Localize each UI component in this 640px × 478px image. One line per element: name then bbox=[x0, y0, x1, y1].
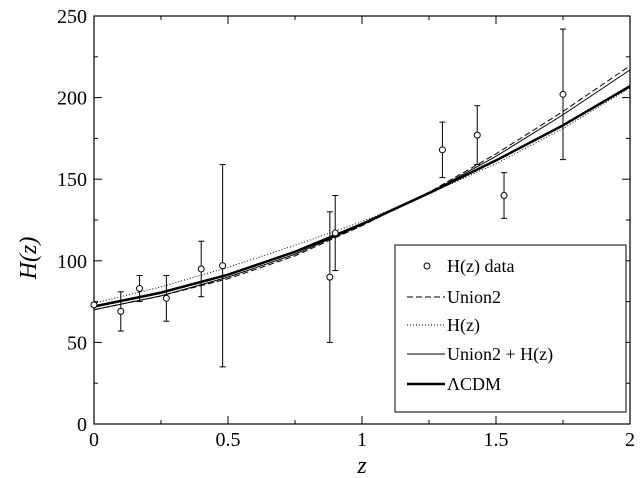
data-point bbox=[117, 307, 125, 315]
data-point bbox=[219, 262, 227, 270]
x-tick-label: 0 bbox=[89, 429, 99, 451]
x-tick-label: 1 bbox=[357, 429, 367, 451]
y-tick-label: 200 bbox=[57, 88, 87, 110]
x-axis: 0 0.5 1 1.5 2 bbox=[89, 16, 635, 451]
x-axis-title: z bbox=[356, 453, 367, 478]
y-tick-label: 0 bbox=[77, 414, 87, 436]
legend-label-union2: Union2 bbox=[447, 287, 501, 307]
data-point bbox=[136, 285, 144, 293]
data-point bbox=[500, 192, 508, 200]
curves bbox=[93, 65, 631, 311]
data-point bbox=[473, 131, 481, 139]
data-point bbox=[559, 90, 567, 98]
y-tick-label: 250 bbox=[57, 6, 87, 28]
y-axis-title: H(z) bbox=[16, 237, 42, 281]
data-points bbox=[90, 28, 567, 368]
y-axis: 0 50 100 150 200 250 bbox=[57, 6, 630, 436]
legend-label-data: H(z) data bbox=[447, 256, 514, 277]
y-tick-label: 50 bbox=[67, 332, 87, 354]
legend-marker-data bbox=[423, 262, 431, 270]
curve-lcdm bbox=[93, 85, 631, 308]
y-tick-label: 100 bbox=[57, 251, 87, 273]
data-point bbox=[331, 229, 339, 237]
curve-union2 bbox=[93, 65, 631, 311]
data-point bbox=[197, 265, 205, 273]
x-tick-label: 1.5 bbox=[484, 429, 509, 451]
legend: H(z) data Union2 H(z) Union2 + H(z) ΛCDM bbox=[394, 244, 627, 413]
data-point bbox=[90, 301, 98, 309]
data-point bbox=[326, 273, 334, 281]
legend-label-combined: Union2 + H(z) bbox=[447, 344, 553, 365]
legend-label-hz: H(z) bbox=[447, 315, 480, 336]
data-point bbox=[162, 294, 170, 302]
x-tick-label: 0.5 bbox=[216, 429, 241, 451]
data-point bbox=[438, 146, 446, 154]
legend-label-lcdm: ΛCDM bbox=[447, 374, 501, 394]
x-tick-label: 2 bbox=[625, 429, 635, 451]
y-tick-label: 150 bbox=[57, 169, 87, 191]
